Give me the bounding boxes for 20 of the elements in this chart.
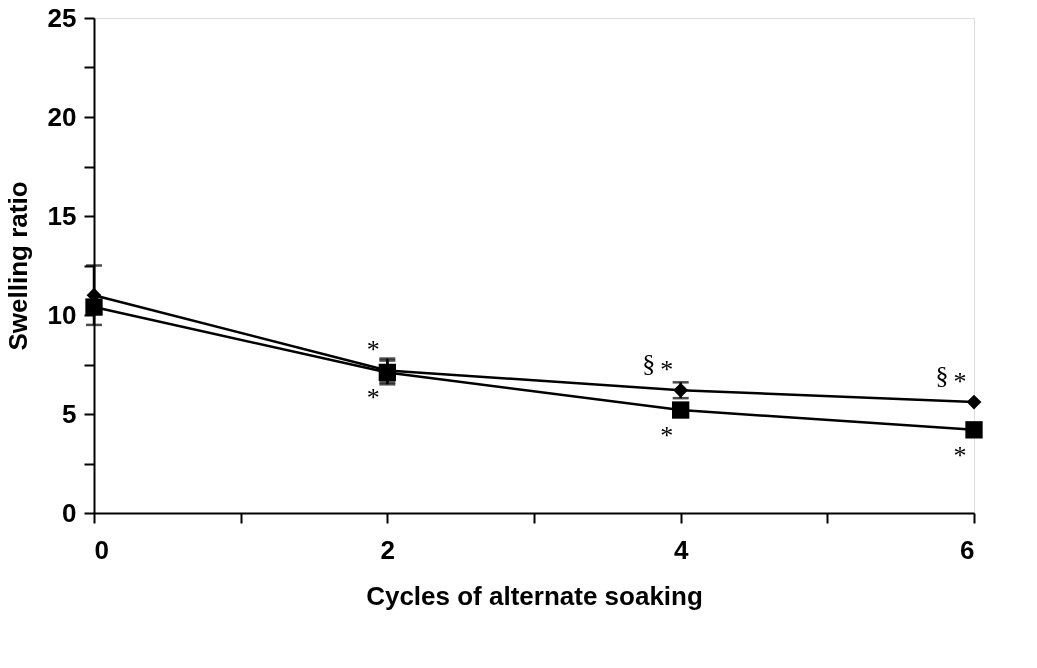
annotation: * <box>953 367 967 397</box>
y-tick-label: 0 <box>62 497 77 528</box>
annotation: * <box>953 440 967 470</box>
x-axis-title: Cycles of alternate soaking <box>366 580 703 611</box>
annotation: * <box>366 383 380 413</box>
x-tick-label: 6 <box>960 534 975 565</box>
annotation: § <box>642 349 656 379</box>
x-tick-label: 0 <box>94 534 109 565</box>
x-tick-label: 4 <box>673 534 689 565</box>
x-tick-label: 2 <box>380 534 396 565</box>
y-tick-label: 15 <box>47 200 77 231</box>
annotation: § <box>935 361 949 391</box>
y-tick-label: 10 <box>47 299 77 330</box>
y-tick-label: 25 <box>47 2 77 33</box>
y-tick-label: 5 <box>62 398 77 429</box>
annotation: * <box>660 421 674 451</box>
y-tick-label: 20 <box>47 101 77 132</box>
annotation: * <box>366 335 380 365</box>
y-axis-title: Swelling ratio <box>2 181 33 351</box>
annotation: * <box>660 355 674 385</box>
